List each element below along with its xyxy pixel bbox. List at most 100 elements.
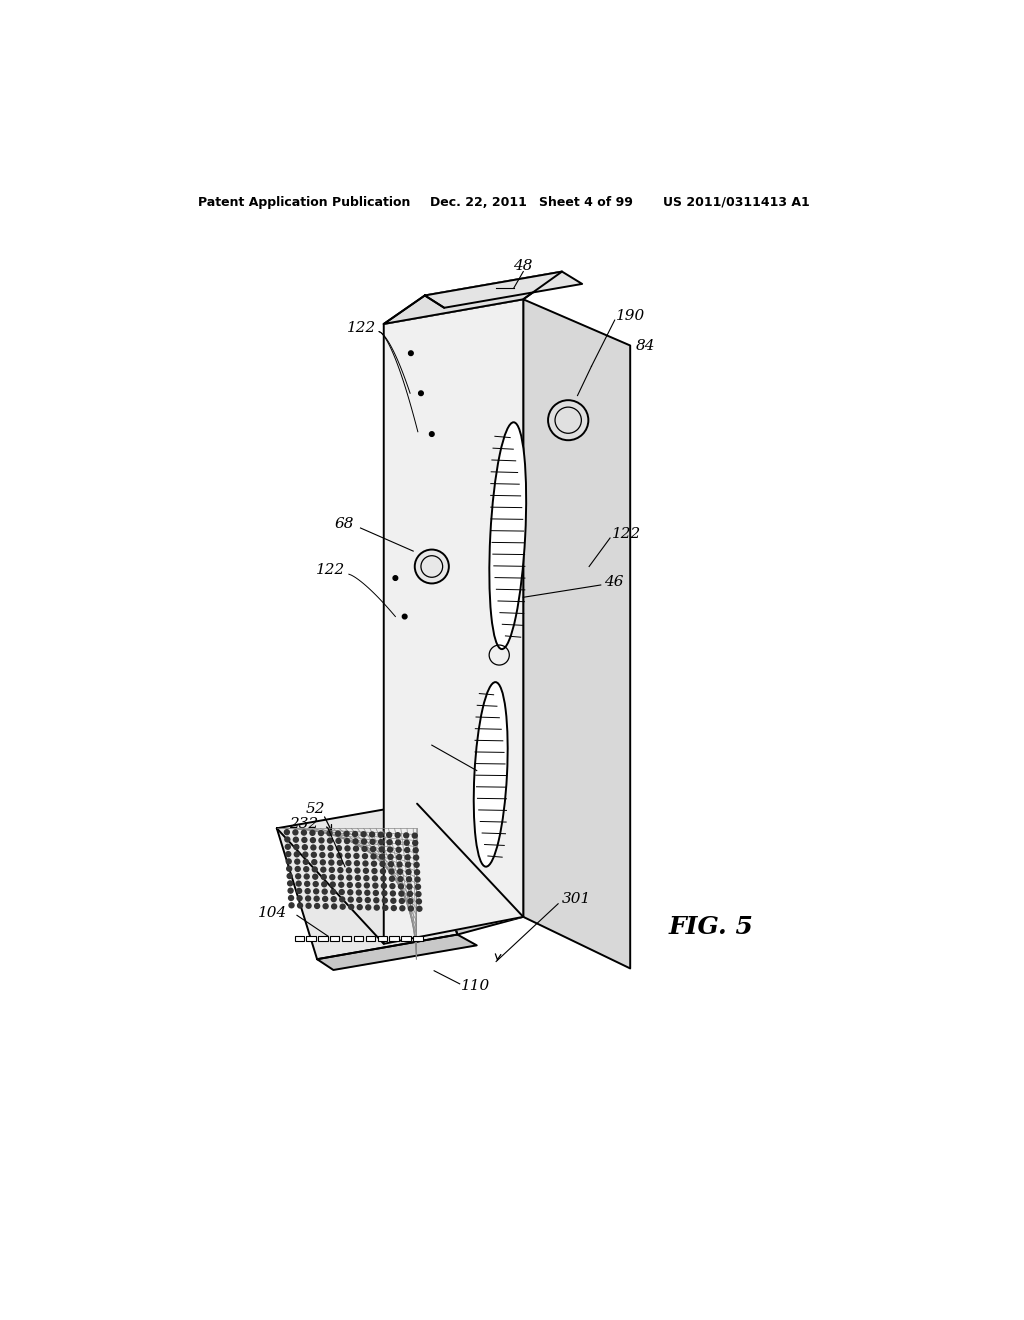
Circle shape [286,851,291,857]
Circle shape [338,867,343,873]
Circle shape [318,838,324,843]
Bar [414,936,423,941]
Circle shape [373,883,378,888]
Circle shape [353,838,358,843]
Circle shape [339,890,344,895]
Circle shape [303,853,308,857]
Circle shape [345,853,350,858]
Bar [342,936,351,941]
Circle shape [338,875,343,880]
Circle shape [382,898,387,903]
Circle shape [285,830,290,834]
Circle shape [327,830,332,836]
Circle shape [323,896,328,902]
Circle shape [328,846,333,850]
Circle shape [295,866,300,871]
Text: 110: 110 [461,979,490,993]
Circle shape [285,837,290,842]
Circle shape [288,880,293,886]
Circle shape [354,854,359,858]
Circle shape [396,847,401,853]
Circle shape [407,870,411,874]
Circle shape [298,903,302,908]
Circle shape [361,840,367,843]
Circle shape [330,867,334,873]
Circle shape [415,876,420,882]
Circle shape [406,855,410,859]
Circle shape [399,891,403,896]
Bar [401,936,411,941]
Circle shape [344,838,349,843]
Circle shape [329,861,334,865]
Circle shape [311,845,315,850]
Circle shape [293,830,298,834]
Text: US 2011/0311413 A1: US 2011/0311413 A1 [663,195,810,209]
Circle shape [305,896,310,902]
Circle shape [365,890,370,895]
Text: 122: 122 [315,564,345,577]
Circle shape [349,904,353,909]
Text: Sheet 4 of 99: Sheet 4 of 99 [539,195,633,209]
Circle shape [413,833,417,838]
Circle shape [305,882,309,886]
Circle shape [398,876,403,882]
Circle shape [314,896,319,902]
Circle shape [388,854,393,859]
Circle shape [391,899,396,903]
Circle shape [397,862,402,867]
Text: 301: 301 [562,892,591,906]
Bar [295,936,304,941]
Circle shape [329,853,334,858]
Circle shape [297,888,302,894]
Text: 104: 104 [258,906,287,920]
Circle shape [406,862,411,867]
Circle shape [294,845,299,850]
Circle shape [414,862,419,867]
Text: 190: 190 [616,309,645,323]
Circle shape [318,830,324,836]
Circle shape [356,898,361,903]
Circle shape [295,859,300,865]
Circle shape [303,859,308,865]
Circle shape [395,833,400,838]
Circle shape [399,906,404,911]
Circle shape [287,866,292,871]
Circle shape [417,899,422,904]
Circle shape [289,903,294,908]
Circle shape [408,899,413,904]
Circle shape [355,875,360,880]
Circle shape [345,846,350,851]
Polygon shape [425,272,583,308]
Circle shape [336,832,341,836]
Circle shape [397,870,402,874]
Circle shape [390,883,395,888]
Circle shape [389,876,394,882]
Circle shape [381,876,386,880]
Circle shape [356,890,361,895]
Polygon shape [417,803,523,935]
Circle shape [286,845,290,849]
Circle shape [297,896,302,900]
Circle shape [388,847,392,851]
Circle shape [407,884,412,890]
Circle shape [319,853,325,858]
Circle shape [419,391,423,396]
Circle shape [409,906,414,911]
Circle shape [294,837,298,842]
Circle shape [390,891,395,896]
Circle shape [346,867,351,873]
Ellipse shape [489,422,526,649]
Circle shape [344,832,349,837]
Circle shape [362,861,368,866]
Circle shape [314,903,319,908]
Circle shape [362,846,367,851]
Circle shape [413,841,418,845]
Circle shape [387,833,391,837]
Circle shape [380,862,385,866]
Circle shape [366,906,371,909]
Text: 46: 46 [604,576,624,589]
Circle shape [312,867,317,873]
Circle shape [348,898,353,902]
Circle shape [337,853,342,858]
Circle shape [336,838,341,843]
